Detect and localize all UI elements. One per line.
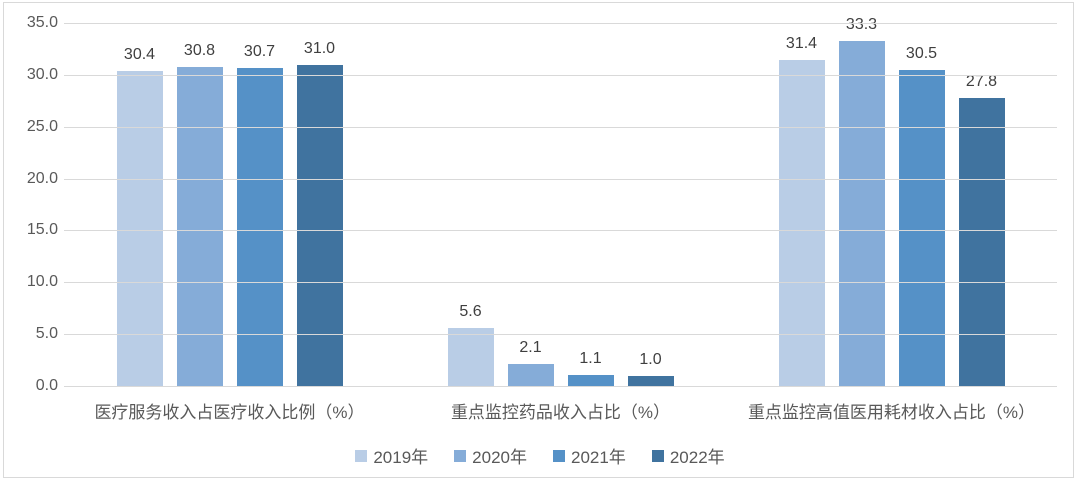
bar-2021年-category-2: 1.1 [567,350,614,386]
bar-group: 31.4 33.3 30.5 27.8 [726,16,1057,386]
legend-label: 2021年 [571,448,626,467]
gridline [64,386,1057,387]
gridline [64,178,1057,180]
bar-2022年-category-1: 31.0 [296,40,343,386]
bar-2019年-category-3: 31.4 [778,35,825,386]
legend-item-2019年: 2019年 [355,443,428,468]
bar-value-label: 30.8 [183,41,216,59]
x-axis-category-labels: 医疗服务收入占医疗收入比例（%） 重点监控药品收入占比（%） 重点监控高值医用耗材收… [64,398,1057,423]
gridline [64,126,1057,128]
bar-2021年-category-1: 30.7 [236,43,283,386]
bar-2021年-category-3: 30.5 [898,45,945,386]
y-axis-tick-label: 0.0 [35,377,58,394]
y-axis-tick-label: 15.0 [26,221,58,239]
bar-value-label: 33.3 [845,15,878,33]
bar-group: 30.4 30.8 30.7 31.0 [64,23,395,386]
legend-item-2022年: 2022年 [651,443,725,468]
category-label: 重点监控药品收入占比（%） [450,403,671,422]
legend-label: 2022年 [669,448,725,467]
legend-label: 2020年 [472,448,527,467]
bar-groups: 30.4 30.8 30.7 31.0 5.6 2.1 1.1 1.0 31.4 33.3 30.5… [64,16,1057,386]
bar-value-label: 31.0 [303,39,336,57]
gridline [64,282,1057,284]
legend-swatch-icon [454,449,467,462]
legend-label: 2019年 [373,448,429,467]
bar-value-label: 2.1 [519,339,542,357]
gridline [64,230,1057,232]
bar-value-label: 1.1 [579,349,602,367]
bar-2019年-category-2: 5.6 [447,303,494,386]
bar-2020年-category-2: 2.1 [507,339,554,386]
bar-2022年-category-2: 1.0 [627,351,674,386]
gridline [64,23,1057,24]
bar-value-label: 27.8 [965,72,998,90]
y-axis-tick-label: 30.0 [26,65,58,83]
plot-area: 30.4 30.8 30.7 31.0 5.6 2.1 1.1 1.0 31.4 33.3 30.5… [64,16,1057,387]
category-label: 重点监控高值医用耗材收入占比（%） [747,403,1036,422]
y-axis-tick-label: 5.0 [35,325,58,343]
bar-value-label: 5.6 [459,302,482,320]
legend-swatch-icon [651,449,664,462]
bar-value-label: 1.0 [639,350,662,368]
legend: 2019年 2020年 2021年 2022年 [0,443,1080,468]
y-axis-tick-label: 35.0 [26,14,58,31]
legend-item-2021年: 2021年 [553,443,626,468]
gridline [64,74,1057,76]
y-axis-tick-label: 10.0 [26,273,58,291]
legend-swatch-icon [355,449,368,462]
legend-swatch-icon [553,449,565,462]
category-label: 医疗服务收入占医疗收入比例（%） [94,403,365,422]
y-axis: 35.0 30.0 25.0 20.0 15.0 10.0 5.0 0.0 [8,15,58,394]
legend-item-2020年: 2020年 [454,443,527,468]
bar-2020年-category-3: 33.3 [838,16,885,386]
bar-value-label: 31.4 [785,35,818,53]
gridline [64,334,1057,336]
bar-value-label: 30.4 [123,45,156,63]
bar-2022年-category-3: 27.8 [958,73,1005,386]
bar-2019年-category-1: 30.4 [116,46,163,386]
y-axis-tick-label: 20.0 [26,169,58,187]
bar-2020年-category-1: 30.8 [176,42,223,386]
y-axis-tick-label: 25.0 [26,117,58,135]
bar-group: 5.6 2.1 1.1 1.0 [395,23,726,386]
bar-value-label: 30.7 [243,42,276,60]
bar-value-label: 30.5 [905,44,938,62]
